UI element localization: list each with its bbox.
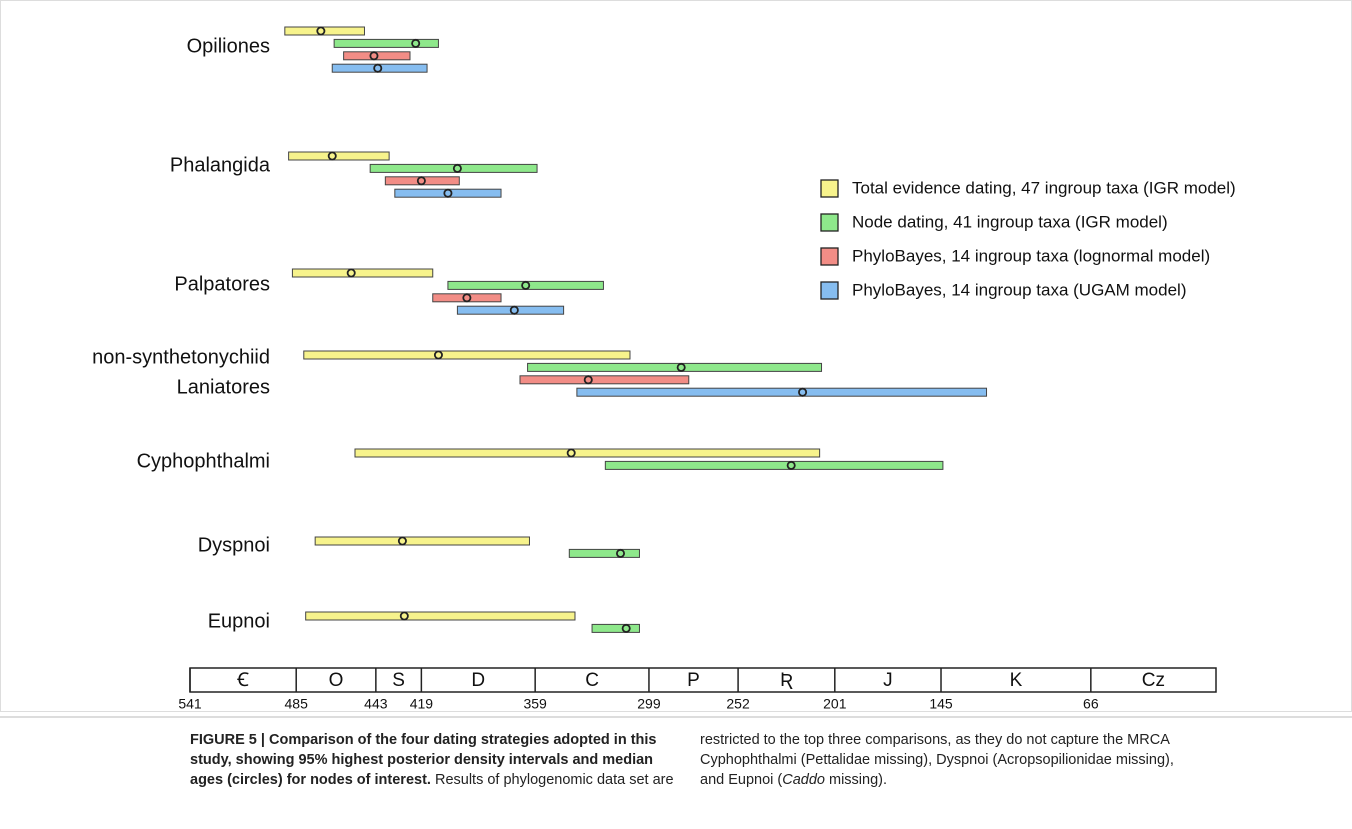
hpd-bar — [314, 536, 530, 546]
group-label: Opiliones — [187, 35, 270, 57]
hpd-bar — [305, 611, 576, 621]
legend-swatch — [820, 281, 839, 300]
x-tick-label: 66 — [1083, 696, 1099, 712]
caption-text: Caddo — [782, 772, 825, 788]
x-tick-label: 145 — [929, 696, 953, 712]
legend-label: Total evidence dating, 47 ingroup taxa (… — [852, 178, 1236, 197]
caption: FIGURE 5 | Comparison of the four dating… — [190, 730, 1190, 790]
x-tick-label: 299 — [637, 696, 661, 712]
hpd-bar — [576, 387, 988, 397]
legend-label: Node dating, 41 ingroup taxa (IGR model) — [852, 212, 1168, 231]
median-marker — [616, 548, 626, 558]
caption-text: Results of phylogenomic data set are res… — [430, 732, 1174, 788]
median-marker — [397, 536, 407, 546]
median-marker — [509, 305, 519, 315]
hpd-bar — [291, 268, 434, 278]
median-marker — [316, 26, 326, 36]
x-tick-label: 443 — [364, 696, 388, 712]
legend-swatch — [820, 179, 839, 198]
x-tick-label: 419 — [410, 696, 434, 712]
median-marker — [399, 611, 409, 621]
median-marker — [369, 51, 379, 61]
group-label: Phalangida — [170, 154, 271, 176]
hpd-bar — [527, 362, 823, 372]
period-label: C — [585, 670, 599, 691]
group-label: Laniatores — [177, 376, 270, 398]
x-tick-label: 359 — [523, 696, 547, 712]
caption-text: FIGURE 5 | Comparison of the four dating… — [190, 732, 657, 788]
hpd-bar — [519, 375, 690, 385]
median-marker — [798, 387, 808, 397]
legend-swatch — [820, 247, 839, 266]
period-label: D — [471, 670, 485, 691]
hpd-bar — [604, 460, 944, 470]
period-label: O — [329, 670, 344, 691]
period-label: P — [687, 670, 700, 691]
hpd-bar — [288, 151, 390, 161]
legend-label: PhyloBayes, 14 ingroup taxa (lognormal m… — [852, 246, 1210, 265]
median-marker — [462, 293, 472, 303]
timescale-box — [189, 667, 1217, 693]
hpd-bar — [568, 548, 640, 558]
median-marker — [583, 375, 593, 385]
group-label: Eupnoi — [208, 610, 270, 632]
median-marker — [433, 350, 443, 360]
period-label: K — [1010, 670, 1023, 691]
period-label: Ʀ — [780, 670, 793, 691]
group-label: Palpatores — [174, 273, 270, 295]
median-marker — [621, 623, 631, 633]
caption-text: missing). — [824, 772, 888, 788]
median-marker — [452, 163, 462, 173]
legend-swatch — [820, 213, 839, 232]
median-marker — [346, 268, 356, 278]
median-marker — [416, 176, 426, 186]
hpd-bar — [591, 623, 640, 633]
group-label: non-synthetonychiid — [92, 346, 270, 368]
x-tick-label: 541 — [178, 696, 202, 712]
period-label: S — [392, 670, 405, 691]
median-marker — [411, 38, 421, 48]
median-marker — [786, 460, 796, 470]
legend-label: PhyloBayes, 14 ingroup taxa (UGAM model) — [852, 280, 1187, 299]
hpd-bar — [354, 448, 821, 458]
median-marker — [327, 151, 337, 161]
x-tick-label: 485 — [285, 696, 309, 712]
hpd-bar — [303, 350, 631, 360]
median-marker — [676, 362, 686, 372]
period-label: Cz — [1142, 670, 1165, 691]
hpd-bar — [333, 38, 439, 48]
x-tick-label: 252 — [726, 696, 750, 712]
median-marker — [373, 63, 383, 73]
median-marker — [521, 280, 531, 290]
x-tick-label: 201 — [823, 696, 847, 712]
period-label: J — [883, 670, 893, 691]
median-marker — [566, 448, 576, 458]
median-marker — [443, 188, 453, 198]
group-label: Cyphophthalmi — [137, 450, 270, 472]
period-label: Ꞓ — [236, 670, 249, 691]
group-label: Dyspnoi — [198, 534, 270, 556]
